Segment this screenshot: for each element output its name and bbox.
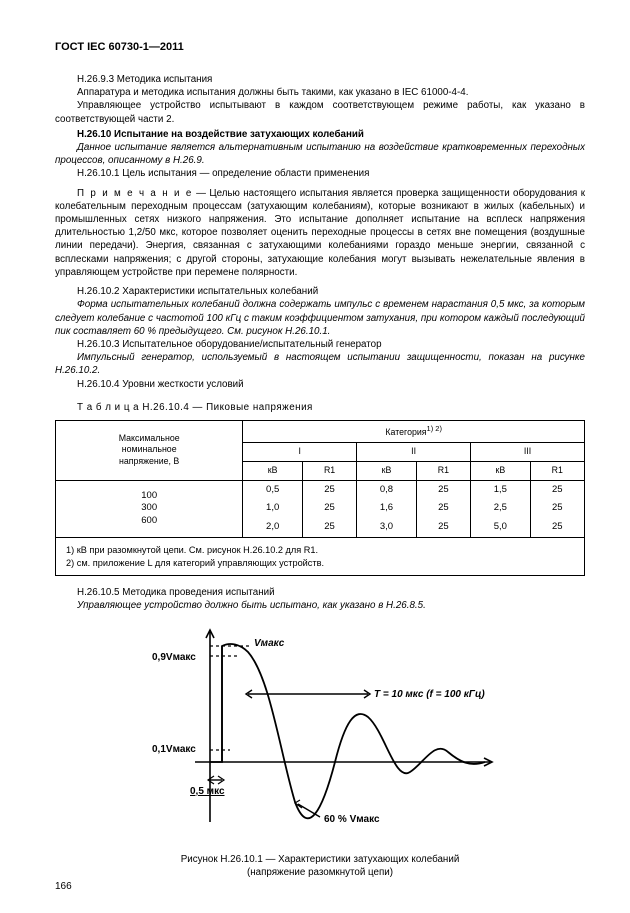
p-goal: Н.26.10.1 Цель испытания — определение о…: [55, 167, 585, 180]
oscillation-figure: Vмакс 0,9Vмакс 0,1Vмакс T = 10 мкс (f = …: [140, 622, 500, 842]
fig-60pct: 60 % Vмакс: [324, 814, 380, 825]
p-levels: Н.26.10.4 Уровни жесткости условий: [55, 378, 585, 391]
cat-3: III: [471, 442, 585, 461]
p-method2-title: Н.26.10.5 Методика проведения испытаний: [55, 586, 585, 599]
sub-kv-1: кВ: [243, 461, 303, 480]
fig-period: T = 10 мкс (f = 100 кГц): [374, 689, 485, 700]
p-method-title: Н.26.9.3 Методика испытания: [55, 73, 585, 86]
table-row: 100 300 600 0,5 25 0,8 25 1,5 25: [56, 480, 585, 499]
fig-rise: 0,5 мкс: [190, 786, 225, 797]
p-char-title: Н.26.10.2 Характеристики испытательных к…: [55, 285, 585, 298]
p-device-test: Управляющее устройство испытывают в кажд…: [55, 99, 585, 125]
p-apparatus: Аппаратура и методика испытания должны б…: [55, 86, 585, 99]
p-alt-test: Данное испытание является альтернативным…: [55, 141, 585, 167]
p-equip-title: Н.26.10.3 Испытательное оборудование/исп…: [55, 338, 585, 351]
p-char-body: Форма испытательных колебаний должна сод…: [55, 298, 585, 338]
cat-1: I: [243, 442, 357, 461]
voltage-table: Максимальное номинальное напряжение, В К…: [55, 420, 585, 576]
p-method2-body: Управляющее устройство должно быть испыт…: [55, 599, 585, 612]
col-left-header: Максимальное номинальное напряжение, В: [56, 421, 243, 481]
note-body: — Целью настоящего испытания является пр…: [55, 188, 585, 278]
sub-r1-3: R1: [530, 461, 584, 480]
figure-wrap: Vмакс 0,9Vмакс 0,1Vмакс T = 10 мкс (f = …: [55, 622, 585, 846]
note: П р и м е ч а н и е — Целью настоящего и…: [55, 187, 585, 280]
sub-r1-1: R1: [302, 461, 356, 480]
p-equip-body: Импульсный генератор, используемый в нас…: [55, 351, 585, 377]
page-number: 166: [55, 880, 72, 894]
note-label: П р и м е ч а н и е: [77, 188, 193, 199]
fig-01v: 0,1Vмакс: [152, 744, 196, 755]
sub-kv-2: кВ: [357, 461, 417, 480]
page: ГОСТ IEC 60730-1—2011 Н.26.9.3 Методика …: [0, 0, 630, 913]
sub-kv-3: кВ: [471, 461, 531, 480]
fig-09v: 0,9Vмакс: [152, 652, 196, 663]
sub-r1-2: R1: [416, 461, 470, 480]
cat-header: Категория1) 2): [243, 421, 585, 443]
cat-2: II: [357, 442, 471, 461]
table-footnotes: 1) кВ при разомкнутой цепи. См. рисунок …: [56, 538, 585, 576]
doc-header: ГОСТ IEC 60730-1—2011: [55, 40, 585, 55]
figure-caption: Рисунок Н.26.10.1 — Характеристики затух…: [55, 853, 585, 879]
row-voltage: 100 300 600: [56, 480, 243, 537]
table-caption: Т а б л и ц а Н.26.10.4 — Пиковые напряж…: [55, 401, 585, 414]
section-heading: Н.26.10 Испытание на воздействие затухаю…: [55, 128, 585, 141]
fig-vmax: Vмакс: [254, 638, 285, 649]
